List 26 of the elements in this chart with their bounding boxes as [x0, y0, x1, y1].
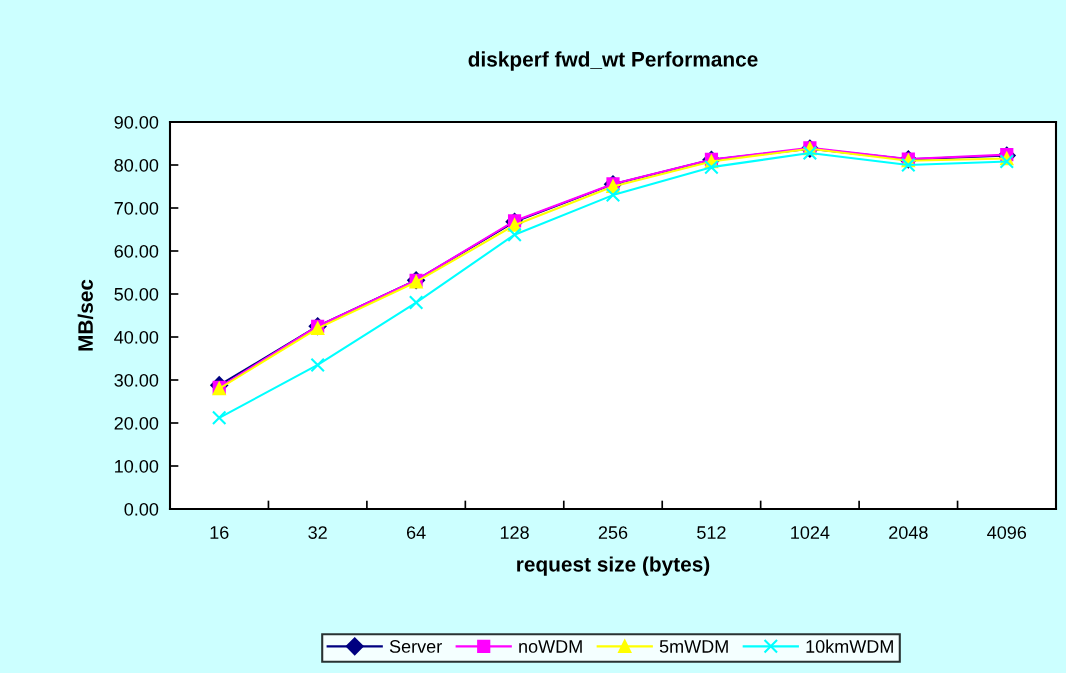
y-tick-label: 10.00	[115, 459, 159, 473]
x-tick-label: 1024	[791, 526, 830, 539]
y-tick-label: 20.00	[114, 416, 159, 430]
x-tick-label: 512	[697, 526, 726, 539]
legend-label: 5mWDM	[659, 640, 728, 653]
y-tick-label: 60.00	[114, 244, 159, 258]
y-tick-label: 30.00	[114, 373, 159, 387]
x-tick-label: 16	[210, 526, 229, 539]
x-tick-label: 2048	[889, 526, 928, 539]
x-tick-label: 256	[598, 526, 628, 539]
legend-label: Server	[389, 640, 442, 653]
legend-label: noWDM	[519, 640, 582, 653]
y-tick-label: 0.00	[124, 502, 159, 516]
x-tick-label: 4096	[987, 526, 1027, 539]
y-tick-label: 70.00	[114, 201, 159, 215]
y-axis-title: MB/sec	[77, 279, 94, 351]
y-tick-label: 40.00	[114, 330, 159, 344]
y-tick-label: 90.00	[114, 115, 159, 129]
x-tick-label: 64	[406, 526, 426, 539]
legend-label: 10kmWDM	[806, 639, 893, 653]
y-tick-label: 80.00	[114, 158, 159, 172]
chart-title: diskperf fwd_wt Performance	[468, 51, 758, 71]
y-tick-label: 50.00	[114, 287, 159, 301]
x-axis-title: request size (bytes)	[517, 556, 710, 576]
x-tick-label: 128	[500, 526, 529, 539]
x-tick-label: 32	[308, 526, 327, 539]
